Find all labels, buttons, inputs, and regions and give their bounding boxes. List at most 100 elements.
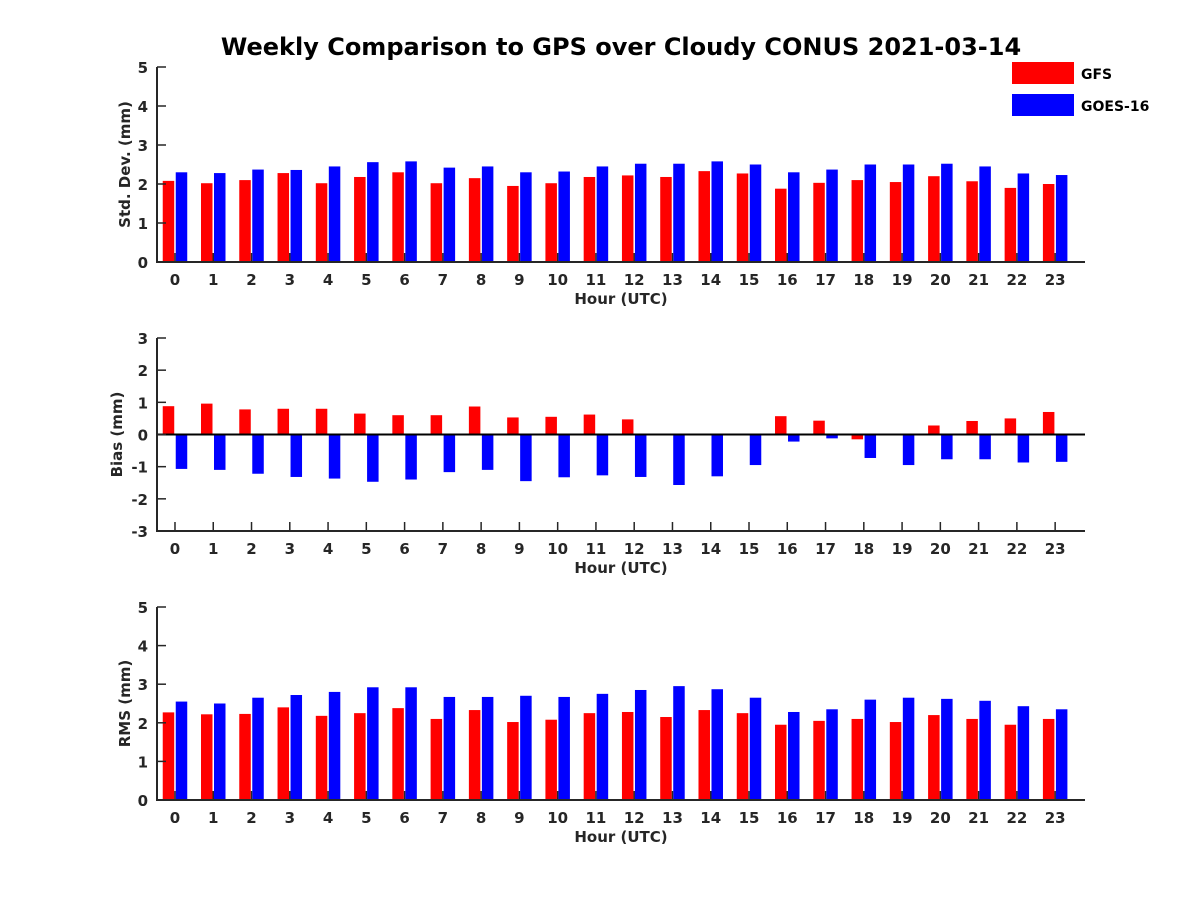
- bar-bias-gfs-21: [966, 420, 978, 435]
- bar-bias-gfs-17: [813, 420, 825, 435]
- y-tick-label-bias-2: 2: [138, 362, 148, 380]
- y-tick-label-std-0: 0: [138, 254, 148, 272]
- x-tick-label-std-6: 6: [399, 271, 409, 289]
- bar-rms-gfs-12: [621, 711, 634, 800]
- bar-std-gfs-18: [851, 180, 864, 262]
- x-tick-label-std-2: 2: [246, 271, 256, 289]
- bar-std-goes16-20: [941, 163, 953, 262]
- bar-std-goes16-5: [367, 162, 379, 262]
- bar-rms-goes16-18: [864, 699, 877, 800]
- x-tick-label-bias-5: 5: [361, 540, 371, 558]
- legend-label-goes16: GOES-16: [1081, 99, 1149, 115]
- x-tick-label-bias-14: 14: [700, 540, 721, 558]
- x-tick-label-bias-4: 4: [323, 540, 333, 558]
- bar-bias-gfs-16: [775, 416, 787, 435]
- bar-std-goes16-2: [252, 169, 264, 262]
- bar-bias-goes16-6: [405, 434, 417, 480]
- x-tick-label-rms-12: 12: [624, 809, 645, 827]
- bar-std-goes16-6: [405, 161, 417, 262]
- y-tick-label-std-1: 1: [138, 215, 148, 233]
- x-tick-label-bias-20: 20: [930, 540, 951, 558]
- x-tick-label-bias-16: 16: [777, 540, 798, 558]
- bar-rms-gfs-17: [813, 720, 825, 800]
- bar-std-goes16-19: [902, 164, 915, 262]
- bar-bias-goes16-15: [749, 434, 762, 466]
- bar-std-goes16-11: [596, 166, 609, 262]
- x-tick-label-bias-7: 7: [438, 540, 448, 558]
- y-axis-label-bias: Bias (mm): [108, 392, 126, 478]
- bar-bias-gfs-4: [315, 408, 328, 435]
- x-tick-label-rms-9: 9: [514, 809, 524, 827]
- bar-bias-goes16-11: [596, 434, 609, 476]
- bar-bias-goes16-7: [443, 434, 456, 473]
- bar-std-gfs-16: [775, 188, 787, 262]
- y-tick-label-bias--3: -3: [131, 523, 148, 541]
- x-tick-label-std-15: 15: [739, 271, 760, 289]
- bar-bias-gfs-9: [507, 417, 519, 435]
- bar-rms-gfs-20: [928, 715, 940, 800]
- bar-rms-gfs-11: [583, 713, 596, 800]
- x-tick-label-rms-4: 4: [323, 809, 333, 827]
- bar-bias-goes16-22: [1017, 434, 1030, 463]
- x-tick-label-bias-10: 10: [547, 540, 568, 558]
- bar-std-gfs-12: [621, 175, 634, 262]
- x-tick-label-rms-0: 0: [170, 809, 180, 827]
- bar-bias-gfs-7: [430, 415, 443, 435]
- bar-rms-gfs-4: [315, 715, 328, 800]
- x-tick-label-rms-23: 23: [1045, 809, 1066, 827]
- y-tick-label-bias--2: -2: [131, 491, 148, 509]
- bar-bias-goes16-23: [1055, 434, 1068, 462]
- x-tick-label-std-1: 1: [208, 271, 218, 289]
- bar-std-gfs-19: [889, 182, 902, 262]
- x-tick-label-bias-12: 12: [624, 540, 645, 558]
- x-tick-label-rms-7: 7: [438, 809, 448, 827]
- x-tick-label-rms-21: 21: [968, 809, 989, 827]
- x-tick-label-std-19: 19: [892, 271, 913, 289]
- bar-std-goes16-21: [979, 166, 991, 262]
- x-tick-label-std-8: 8: [476, 271, 486, 289]
- x-tick-label-rms-11: 11: [585, 809, 606, 827]
- bar-rms-gfs-13: [660, 717, 672, 800]
- bar-rms-gfs-0: [162, 712, 175, 800]
- bar-std-goes16-17: [826, 169, 838, 262]
- bar-rms-goes16-7: [443, 696, 456, 800]
- bar-bias-gfs-12: [621, 419, 634, 435]
- bar-std-gfs-14: [698, 171, 710, 262]
- y-tick-label-std-4: 4: [138, 98, 148, 116]
- bar-std-gfs-6: [392, 172, 404, 262]
- bar-rms-goes16-22: [1017, 706, 1030, 800]
- x-tick-label-std-22: 22: [1006, 271, 1027, 289]
- x-tick-label-rms-16: 16: [777, 809, 798, 827]
- x-tick-label-bias-23: 23: [1045, 540, 1066, 558]
- x-tick-label-std-3: 3: [285, 271, 295, 289]
- x-tick-label-rms-5: 5: [361, 809, 371, 827]
- y-tick-label-rms-2: 2: [138, 715, 148, 733]
- bar-rms-goes16-14: [711, 689, 723, 800]
- bar-bias-gfs-3: [277, 408, 290, 435]
- x-tick-label-std-11: 11: [585, 271, 606, 289]
- x-tick-label-rms-19: 19: [892, 809, 913, 827]
- bar-std-gfs-22: [1004, 187, 1017, 262]
- bar-std-goes16-0: [175, 172, 188, 262]
- x-tick-label-bias-18: 18: [853, 540, 874, 558]
- bar-rms-gfs-16: [775, 724, 787, 800]
- bar-rms-goes16-3: [290, 695, 303, 800]
- x-tick-label-std-18: 18: [853, 271, 874, 289]
- bar-std-gfs-9: [507, 185, 519, 262]
- y-tick-label-rms-3: 3: [138, 676, 148, 694]
- bar-bias-gfs-1: [201, 403, 213, 435]
- bar-std-gfs-0: [162, 180, 175, 262]
- bar-std-goes16-13: [673, 163, 685, 262]
- bar-bias-goes16-17: [826, 434, 838, 439]
- bar-std-goes16-10: [558, 171, 570, 262]
- x-tick-label-bias-8: 8: [476, 540, 486, 558]
- x-tick-label-std-7: 7: [438, 271, 448, 289]
- bar-bias-goes16-21: [979, 434, 991, 460]
- bar-rms-gfs-3: [277, 707, 290, 800]
- bar-rms-gfs-2: [239, 713, 251, 800]
